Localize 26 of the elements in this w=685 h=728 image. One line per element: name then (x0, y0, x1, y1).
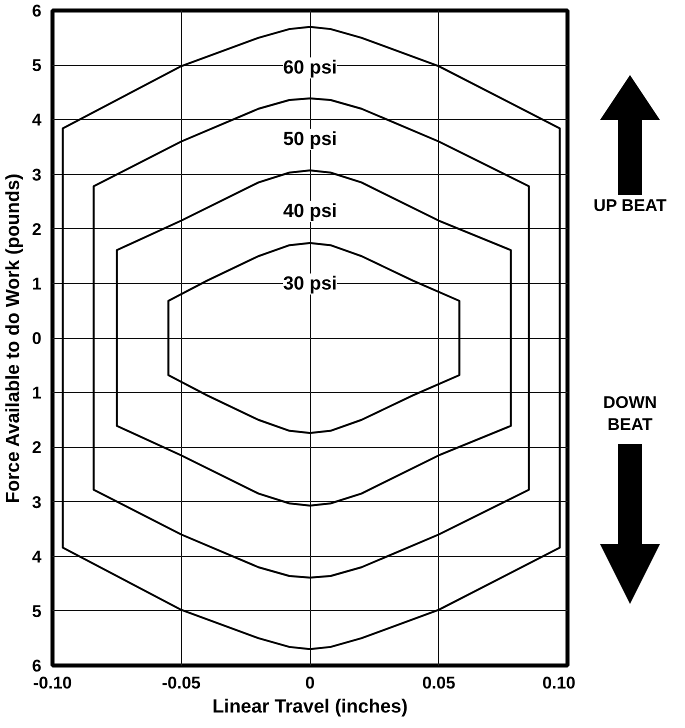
x-tick-label: -0.10 (33, 674, 72, 692)
y-tick-label: 3 (32, 492, 42, 512)
y-tick-label: 4 (32, 110, 42, 130)
series-label: 40 psi (283, 200, 337, 222)
y-tick-label: 2 (32, 438, 42, 458)
y-tick-label: 0 (32, 329, 42, 348)
y-tick-label: 6 (32, 656, 42, 676)
y-tick-label: 2 (32, 220, 42, 239)
text: UP BEAT (592, 195, 668, 217)
x-axis-title: Linear Travel (inches) (212, 696, 408, 718)
series-label: 50 psi (283, 128, 337, 150)
y-tick-label: 3 (32, 165, 42, 184)
x-tick-label: 0.10 (542, 674, 576, 692)
text: DOWN BEAT (602, 392, 658, 436)
y-tick-label: 5 (32, 602, 42, 621)
y-tick-label: 4 (32, 547, 42, 566)
y-tick-label: 5 (32, 56, 42, 76)
y-tick-label: 6 (32, 2, 42, 20)
y-tick-label: 1 (32, 384, 42, 403)
series-label: 60 psi (283, 57, 337, 78)
x-tick-label: 0 (305, 674, 315, 692)
y-axis-title: Force Available to do Work (pounds) (3, 173, 24, 504)
x-tick-label: 0.05 (422, 674, 456, 692)
series-label: 30 psi (283, 273, 337, 294)
y-tick-label: 1 (32, 274, 42, 294)
x-tick-label: -0.05 (162, 674, 201, 692)
